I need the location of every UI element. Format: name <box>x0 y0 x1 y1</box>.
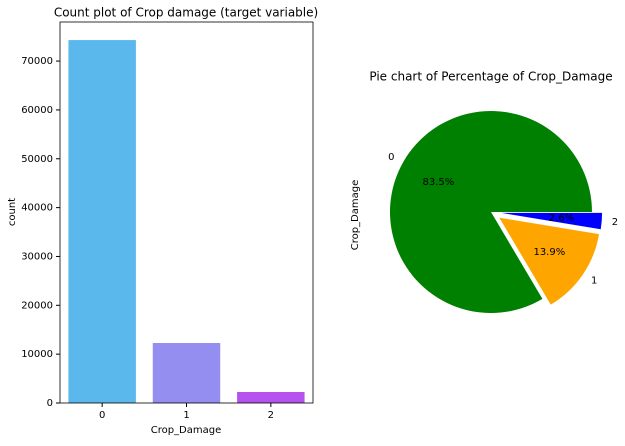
y-tick-label: 50000 <box>21 154 53 165</box>
bar-title: Count plot of Crop damage (target variab… <box>54 6 318 20</box>
y-tick-label: 0 <box>47 398 53 409</box>
pie-slice <box>389 111 592 313</box>
value-label: 2.6% <box>549 213 574 224</box>
y-tick-label: 20000 <box>21 300 53 311</box>
x-tick-label: 1 <box>183 410 189 421</box>
bar <box>68 40 136 403</box>
y-tick-label: 70000 <box>21 56 53 67</box>
x-tick-label: 0 <box>99 410 105 421</box>
value-label: 13.9% <box>533 247 565 258</box>
value-label: 83.5% <box>422 177 454 188</box>
x-axis-label: Crop_Damage <box>151 425 222 436</box>
pie-slice <box>499 217 599 305</box>
bar <box>237 392 305 403</box>
axes-frame <box>59 21 314 404</box>
y-tick-label: 40000 <box>21 203 53 214</box>
bar <box>152 343 221 403</box>
pie-title: Pie chart of Percentage of Crop_Damage <box>369 70 612 84</box>
y-tick-label: 60000 <box>21 105 53 116</box>
x-tick-label: 2 <box>268 410 274 421</box>
y-axis-label: count <box>7 198 18 226</box>
slice-label: 2 <box>612 217 618 228</box>
pie-slice <box>501 212 603 230</box>
y-tick-label: 10000 <box>21 349 53 360</box>
pie-y-label: Crop_Damage <box>350 180 361 251</box>
slice-label: 1 <box>591 275 597 286</box>
y-tick-label: 30000 <box>21 251 53 262</box>
slice-label: 0 <box>388 152 394 163</box>
